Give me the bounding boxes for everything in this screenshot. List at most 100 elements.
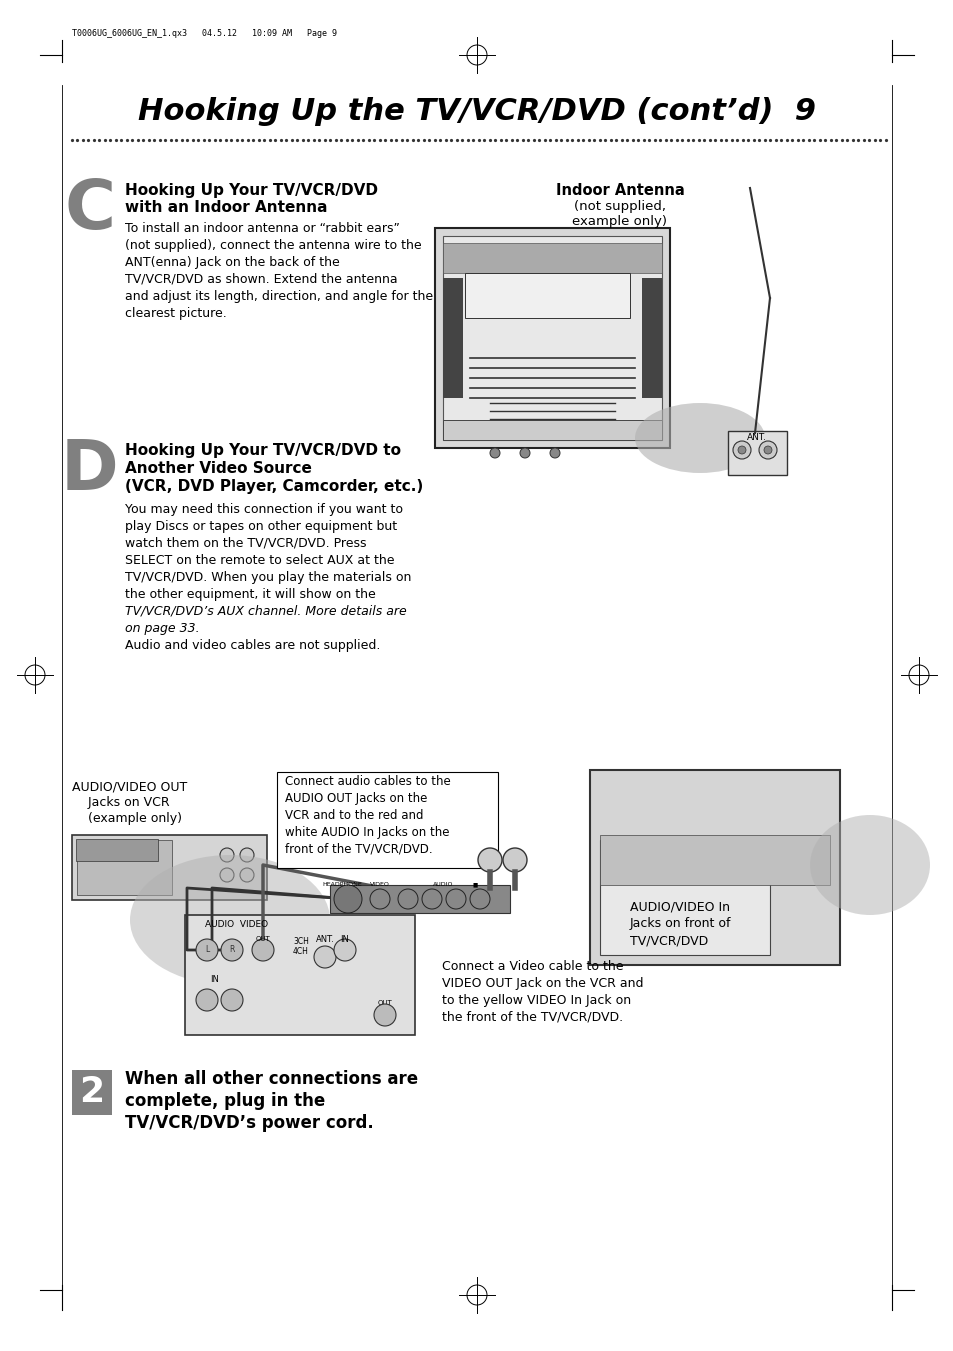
FancyBboxPatch shape (435, 228, 669, 449)
Circle shape (195, 989, 218, 1011)
Text: VIDEO: VIDEO (370, 882, 390, 888)
Text: HEADPHONE: HEADPHONE (322, 882, 361, 888)
Text: TV/VCR/DVD’s AUX channel. More details are: TV/VCR/DVD’s AUX channel. More details a… (125, 605, 406, 617)
Text: ANT.: ANT. (315, 935, 334, 944)
Circle shape (732, 440, 750, 459)
Circle shape (314, 946, 335, 969)
Text: IN: IN (211, 975, 219, 984)
Circle shape (334, 939, 355, 961)
Text: (not supplied), connect the antenna wire to the: (not supplied), connect the antenna wire… (125, 239, 421, 253)
Text: R: R (229, 946, 234, 955)
FancyBboxPatch shape (276, 771, 497, 867)
Text: AUDIO: AUDIO (433, 882, 453, 888)
Text: example only): example only) (572, 215, 667, 228)
FancyBboxPatch shape (71, 1070, 112, 1115)
Circle shape (252, 939, 274, 961)
FancyBboxPatch shape (727, 431, 786, 476)
Circle shape (220, 848, 233, 862)
Text: (not supplied,: (not supplied, (574, 200, 665, 213)
Text: T0006UG_6006UG_EN_1.qx3   04.5.12   10:09 AM   Page 9: T0006UG_6006UG_EN_1.qx3 04.5.12 10:09 AM… (71, 28, 336, 38)
Circle shape (738, 446, 745, 454)
Circle shape (759, 440, 776, 459)
Circle shape (220, 867, 233, 882)
Circle shape (240, 848, 253, 862)
Circle shape (421, 889, 441, 909)
Circle shape (502, 848, 526, 871)
Circle shape (334, 885, 361, 913)
Circle shape (477, 848, 501, 871)
Circle shape (397, 889, 417, 909)
FancyBboxPatch shape (599, 835, 829, 885)
FancyBboxPatch shape (464, 273, 629, 317)
Text: Jacks on front of: Jacks on front of (629, 917, 731, 929)
Text: complete, plug in the: complete, plug in the (125, 1092, 325, 1111)
FancyBboxPatch shape (589, 770, 840, 965)
Circle shape (221, 939, 243, 961)
FancyBboxPatch shape (76, 839, 158, 861)
Circle shape (550, 449, 559, 458)
Text: on page 33.: on page 33. (125, 621, 199, 635)
Ellipse shape (130, 855, 330, 985)
Text: Indoor Antenna: Indoor Antenna (555, 182, 683, 199)
Circle shape (763, 446, 771, 454)
Text: Hooking Up the TV/VCR/DVD (cont’d)  9: Hooking Up the TV/VCR/DVD (cont’d) 9 (138, 97, 815, 127)
Text: AUDIO OUT Jacks on the: AUDIO OUT Jacks on the (285, 792, 427, 805)
Text: 3CH
4CH: 3CH 4CH (293, 938, 309, 957)
Text: Hooking Up Your TV/VCR/DVD: Hooking Up Your TV/VCR/DVD (125, 182, 377, 199)
Text: (VCR, DVD Player, Camcorder, etc.): (VCR, DVD Player, Camcorder, etc.) (125, 480, 423, 494)
Text: AUDIO  VIDEO: AUDIO VIDEO (205, 920, 268, 929)
Text: SELECT on the remote to select AUX at the: SELECT on the remote to select AUX at th… (125, 554, 395, 567)
Text: AUDIO/VIDEO In: AUDIO/VIDEO In (629, 900, 729, 913)
Text: TV/VCR/DVD: TV/VCR/DVD (629, 934, 707, 947)
Text: Connect audio cables to the: Connect audio cables to the (285, 775, 450, 788)
Text: Connect a Video cable to the: Connect a Video cable to the (441, 961, 623, 973)
Ellipse shape (635, 403, 764, 473)
Text: Audio and video cables are not supplied.: Audio and video cables are not supplied. (125, 639, 380, 653)
Circle shape (490, 449, 499, 458)
Text: ■: ■ (472, 882, 477, 888)
FancyBboxPatch shape (442, 236, 661, 440)
Text: VIDEO OUT Jack on the VCR and: VIDEO OUT Jack on the VCR and (441, 977, 643, 990)
Text: TV/VCR/DVD’s power cord.: TV/VCR/DVD’s power cord. (125, 1115, 374, 1132)
Text: OUT: OUT (255, 936, 270, 942)
Text: and adjust its length, direction, and angle for the: and adjust its length, direction, and an… (125, 290, 433, 303)
Circle shape (374, 1004, 395, 1025)
Text: AUDIO/VIDEO OUT: AUDIO/VIDEO OUT (71, 780, 187, 793)
Circle shape (519, 449, 530, 458)
Text: to the yellow VIDEO In Jack on: to the yellow VIDEO In Jack on (441, 994, 631, 1006)
Text: When all other connections are: When all other connections are (125, 1070, 417, 1088)
Text: clearest picture.: clearest picture. (125, 307, 227, 320)
Ellipse shape (809, 815, 929, 915)
Text: VCR and to the red and: VCR and to the red and (285, 809, 423, 821)
FancyBboxPatch shape (185, 915, 415, 1035)
FancyBboxPatch shape (77, 840, 172, 894)
Circle shape (195, 939, 218, 961)
Text: TV/VCR/DVD. When you play the materials on: TV/VCR/DVD. When you play the materials … (125, 571, 411, 584)
FancyBboxPatch shape (442, 278, 462, 399)
FancyBboxPatch shape (442, 243, 661, 273)
Text: play Discs or tapes on other equipment but: play Discs or tapes on other equipment b… (125, 520, 396, 534)
Text: 2: 2 (79, 1075, 105, 1109)
Text: Jacks on VCR: Jacks on VCR (71, 796, 170, 809)
FancyBboxPatch shape (330, 885, 510, 913)
Text: white AUDIO In Jacks on the: white AUDIO In Jacks on the (285, 825, 449, 839)
Text: watch them on the TV/VCR/DVD. Press: watch them on the TV/VCR/DVD. Press (125, 536, 366, 550)
Circle shape (221, 989, 243, 1011)
Text: front of the TV/VCR/DVD.: front of the TV/VCR/DVD. (285, 843, 432, 857)
Text: with an Indoor Antenna: with an Indoor Antenna (125, 200, 327, 215)
Circle shape (370, 889, 390, 909)
Text: TV/VCR/DVD as shown. Extend the antenna: TV/VCR/DVD as shown. Extend the antenna (125, 273, 397, 286)
Text: ANT(enna) Jack on the back of the: ANT(enna) Jack on the back of the (125, 255, 339, 269)
Text: IN: IN (340, 935, 349, 944)
Text: the front of the TV/VCR/DVD.: the front of the TV/VCR/DVD. (441, 1011, 622, 1024)
Text: D: D (61, 436, 119, 504)
Text: L: L (205, 946, 209, 955)
Circle shape (240, 867, 253, 882)
Text: Hooking Up Your TV/VCR/DVD to: Hooking Up Your TV/VCR/DVD to (125, 443, 400, 458)
Text: You may need this connection if you want to: You may need this connection if you want… (125, 503, 402, 516)
FancyBboxPatch shape (641, 278, 661, 399)
Text: OUT: OUT (377, 1000, 392, 1006)
FancyBboxPatch shape (442, 420, 661, 440)
Circle shape (470, 889, 490, 909)
Text: To install an indoor antenna or “rabbit ears”: To install an indoor antenna or “rabbit … (125, 222, 399, 235)
